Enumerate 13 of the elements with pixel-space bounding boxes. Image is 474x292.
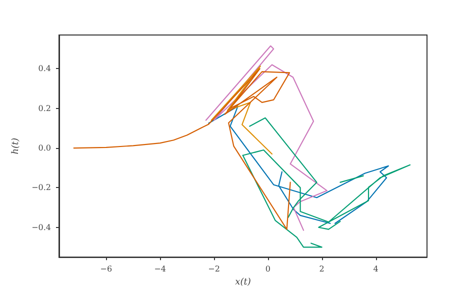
y-axis-title: h(t) [11,137,22,154]
y-tick-label: −0.2 [32,183,51,192]
x-tick-label: 0 [265,264,270,274]
x-tick-label: −2 [208,264,220,274]
x-tick-label: 4 [373,264,378,274]
y-tick-label: 0.4 [38,64,51,74]
y-tick-label: 0.2 [38,104,51,113]
x-axis-title: x(t) [235,278,252,288]
x-tick-label: −4 [154,264,166,274]
x-tick-label: −6 [100,264,112,274]
y-tick-label: −0.4 [32,222,51,232]
x-tick-label: 2 [319,264,324,274]
y-tick-label: 0.0 [38,144,51,153]
